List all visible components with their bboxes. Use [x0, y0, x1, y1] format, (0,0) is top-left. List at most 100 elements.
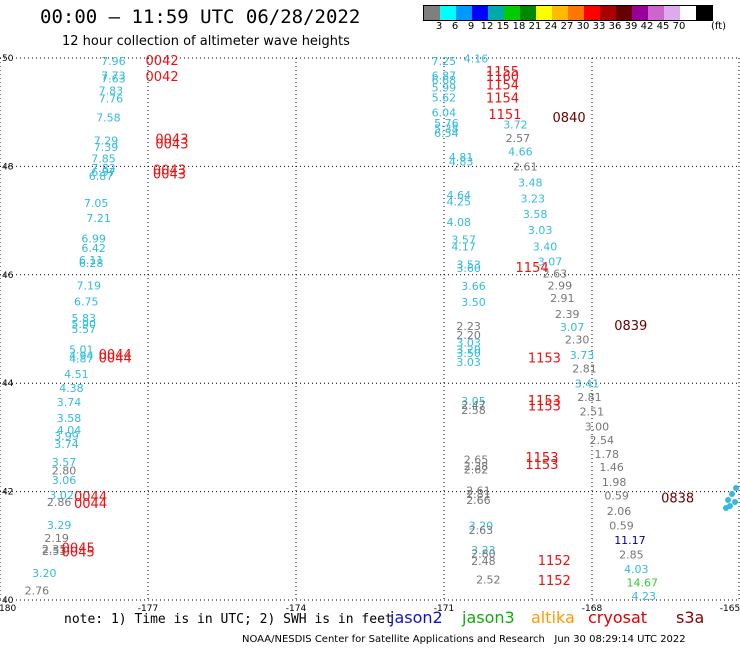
pass-time-label: 0043 [155, 138, 188, 153]
colorbar-tick-label: 3 [435, 21, 443, 32]
legend-entry-altika: altika [531, 608, 575, 627]
swh-value-label: 4.16 [464, 52, 489, 65]
swh-value-label: 2.81 [572, 362, 597, 375]
swh-value-label: 2.80 [52, 464, 77, 477]
pass-time-label: 0840 [553, 111, 586, 126]
track-dot [733, 485, 739, 491]
swh-value-label: 6.28 [79, 257, 104, 270]
swh-value-label: 5.01 [69, 343, 94, 356]
swh-value-label: 3.57 [52, 456, 77, 469]
swh-value-label: 3.57 [451, 233, 476, 246]
swh-value-label: 7.76 [99, 92, 124, 105]
latitude-tick-label: 48 [2, 162, 14, 172]
swh-value-label: 5.99 [432, 82, 457, 95]
swh-value-label: 3.02 [49, 489, 73, 502]
legend-entry-jason2: jason2 [390, 608, 443, 627]
pass-time-label: 1153 [528, 394, 561, 409]
swh-value-label: 3.23 [471, 544, 496, 557]
colorbar-swatch [664, 6, 680, 20]
track-dot [729, 491, 735, 497]
swh-value-label: 3.66 [461, 280, 486, 293]
pass-time-label: 0043 [155, 133, 188, 148]
colorbar-swatch [552, 6, 568, 20]
track-dot [725, 497, 731, 503]
pass-time-label: 0043 [153, 164, 186, 179]
pass-time-label: 0045 [62, 546, 95, 561]
swh-value-label: 2.81 [577, 391, 602, 404]
swh-value-label: 3.40 [533, 240, 558, 253]
longitude-tick-label: -174 [286, 604, 307, 614]
page-subtitle: 12 hour collection of altimeter wave hei… [62, 34, 350, 49]
swh-value-label: 4.23 [631, 590, 656, 603]
swh-value-label: 2.81 [466, 488, 491, 501]
swh-value-label: 3.50 [461, 296, 486, 309]
swh-value-label: 4.08 [446, 216, 471, 229]
swh-value-label: 3.03 [528, 224, 553, 237]
pass-time-label: 0044 [99, 348, 132, 363]
latitude-tick-label: 44 [2, 379, 14, 389]
swh-value-label: 2.63 [543, 268, 568, 281]
swh-value-label: 3.03 [456, 356, 481, 369]
colorbar-tick-label: 6 [451, 21, 459, 32]
swh-value-label: 3.20 [469, 520, 494, 533]
swh-value-label: 4.66 [508, 146, 532, 159]
swh-value-label: 6.75 [74, 296, 99, 309]
pass-time-label: 1153 [528, 399, 561, 414]
track-dot [727, 503, 733, 509]
colorbar-swatch [504, 6, 520, 20]
pass-time-label: 0045 [62, 541, 95, 556]
pass-time-label: 0042 [146, 54, 179, 69]
swh-value-label: 2.99 [548, 279, 573, 292]
swh-value-label: 4.81 [449, 151, 474, 164]
swh-value-label: 2.19 [44, 532, 69, 545]
swh-value-label: 3.48 [518, 176, 543, 189]
colorbar-tick-label: 27 [560, 21, 574, 32]
page-title: 00:00 – 11:59 UTC 06/28/2022 [40, 6, 361, 28]
swh-value-label: 3.50 [456, 347, 481, 360]
swh-value-label: 3.99 [54, 430, 78, 443]
swh-value-label: 2.85 [619, 548, 644, 561]
colorbar-tick-label: 45 [656, 21, 670, 32]
time-labels: 0042004200430043004300430044004400440044… [62, 54, 694, 589]
colorbar-tick-label: 36 [608, 21, 622, 32]
swh-value-label: 7.83 [99, 84, 124, 97]
pass-time-label: 1153 [525, 458, 558, 473]
swh-value-label: 6.11 [79, 254, 104, 267]
pass-time-label: 0838 [661, 491, 694, 506]
colorbar-swatch [648, 6, 664, 20]
swh-value-label: 7.21 [86, 212, 111, 225]
swh-value-label: 2.61 [466, 484, 491, 497]
swh-value-label: 1.98 [602, 476, 627, 489]
swh-value-label: 7.58 [96, 111, 121, 124]
latitude-tick-label: 50 [2, 54, 14, 64]
swh-value-label: 3.74 [57, 396, 82, 409]
swh-value-label: 2.62 [464, 464, 489, 477]
edge-markers [723, 485, 739, 511]
track-dot [732, 499, 738, 505]
swh-value-label: 7.73 [101, 70, 126, 83]
pass-time-label: 1154 [486, 91, 519, 106]
colorbar-unit: (ft) [711, 21, 727, 32]
swh-value-label: 7.29 [94, 135, 119, 148]
map-grid [0, 57, 740, 601]
swh-value-label: 2.53 [42, 545, 67, 558]
swh-value-label: 2.20 [456, 329, 481, 342]
swh-value-label: 7.96 [101, 55, 126, 68]
swh-value-label: 2.58 [461, 404, 486, 417]
pass-time-label: 1160 [486, 70, 519, 85]
swh-value-label: 2.38 [464, 460, 489, 473]
colorbar-tick-label: 39 [624, 21, 638, 32]
swh-value-label: 6.04 [432, 107, 457, 120]
colorbar-swatch [440, 6, 456, 20]
swh-value-label: 1.78 [594, 448, 619, 461]
swh-value-label: 2.06 [607, 505, 632, 518]
pass-time-label: 1152 [538, 554, 571, 569]
pass-time-label: 1152 [538, 574, 571, 589]
colorbar-tick-label: 18 [512, 21, 526, 32]
swh-value-label: 3.20 [32, 567, 57, 580]
latitude-tick-label: 46 [2, 271, 14, 281]
swh-value-label: 2.57 [506, 132, 530, 145]
colorbar-tick-label: 12 [480, 21, 494, 32]
swh-value-label: 7.25 [432, 55, 457, 68]
swh-value-label: 6.87 [432, 70, 457, 83]
